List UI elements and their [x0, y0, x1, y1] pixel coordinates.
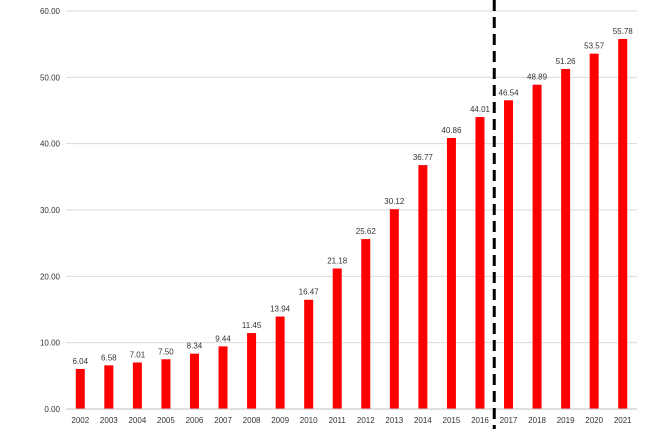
- data-label: 13.94: [270, 305, 291, 314]
- bar: [361, 239, 371, 409]
- data-label: 8.34: [187, 342, 203, 351]
- data-label: 25.62: [356, 227, 377, 236]
- bar: [389, 209, 399, 409]
- data-label: 53.57: [584, 42, 605, 51]
- data-label: 55.78: [613, 27, 634, 36]
- data-label: 46.54: [499, 88, 520, 97]
- y-axis-tick-labels: 0.00 10.00 20.00 30.00 40.00 50.00 60.00: [40, 7, 61, 414]
- x-tick-label: 2014: [414, 416, 432, 425]
- bar: [247, 333, 257, 409]
- data-label: 30.12: [384, 197, 405, 206]
- gridlines: [66, 10, 637, 344]
- data-label: 48.89: [527, 73, 548, 82]
- x-tick-label: 2010: [300, 416, 318, 425]
- x-tick-label: 2015: [443, 416, 461, 425]
- bar: [618, 38, 628, 409]
- x-tick-label: 2009: [271, 416, 289, 425]
- x-tick-label: 2011: [329, 416, 347, 425]
- data-label: 44.01: [470, 105, 491, 114]
- data-label: 40.86: [441, 126, 462, 135]
- data-label: 36.77: [413, 153, 434, 162]
- bar: [75, 368, 85, 409]
- x-tick-label: 2021: [614, 416, 632, 425]
- data-label: 21.18: [327, 257, 348, 266]
- bar: [504, 100, 514, 409]
- y-tick-label: 50.00: [40, 73, 61, 82]
- bar: [332, 268, 342, 409]
- x-axis-tick-labels: 2002 2003 2004 2005 2006 2007 2008 2009 2010 2011…: [71, 416, 632, 425]
- x-tick-label: 2002: [71, 416, 89, 425]
- data-label: 16.47: [299, 288, 320, 297]
- x-tick-label: 2012: [357, 416, 375, 425]
- data-label: 7.50: [158, 347, 174, 356]
- bar: [104, 365, 114, 409]
- data-label: 7.01: [130, 351, 146, 360]
- bar: [304, 299, 314, 409]
- data-label: 6.04: [72, 357, 88, 366]
- x-tick-label: 2016: [471, 416, 489, 425]
- x-tick-label: 2018: [528, 416, 546, 425]
- bar: [446, 137, 456, 409]
- bar: [218, 346, 228, 409]
- bar: [275, 316, 285, 409]
- x-tick-label: 2020: [585, 416, 603, 425]
- bar: [532, 84, 542, 409]
- bar: [475, 117, 485, 409]
- x-tick-label: 2013: [385, 416, 403, 425]
- data-label: 9.44: [215, 334, 231, 343]
- y-tick-label: 0.00: [44, 405, 60, 414]
- x-tick-label: 2006: [186, 416, 204, 425]
- data-label: 6.58: [101, 353, 117, 362]
- y-tick-label: 30.00: [40, 206, 61, 215]
- x-tick-label: 2019: [557, 416, 575, 425]
- y-tick-label: 20.00: [40, 272, 61, 281]
- bar: [418, 165, 428, 409]
- data-label: 51.26: [556, 57, 577, 66]
- y-tick-label: 40.00: [40, 140, 61, 149]
- x-tick-label: 2007: [214, 416, 232, 425]
- y-tick-label: 60.00: [40, 7, 61, 16]
- x-tick-label: 2004: [128, 416, 146, 425]
- data-labels: 6.04 6.58 7.01 7.50 8.34 9.44 11.45 13.94 16.47 2…: [72, 27, 633, 366]
- data-label: 11.45: [242, 321, 262, 330]
- bar: [189, 353, 199, 409]
- x-tick-label: 2008: [243, 416, 261, 425]
- bar: [161, 359, 171, 409]
- bar: [589, 53, 599, 409]
- bar: [561, 68, 571, 409]
- x-tick-label: 2017: [500, 416, 518, 425]
- x-tick-label: 2003: [100, 416, 118, 425]
- bar: [132, 362, 142, 409]
- x-tick-label: 2005: [157, 416, 175, 425]
- bars: [75, 38, 628, 409]
- y-tick-label: 10.00: [40, 339, 61, 348]
